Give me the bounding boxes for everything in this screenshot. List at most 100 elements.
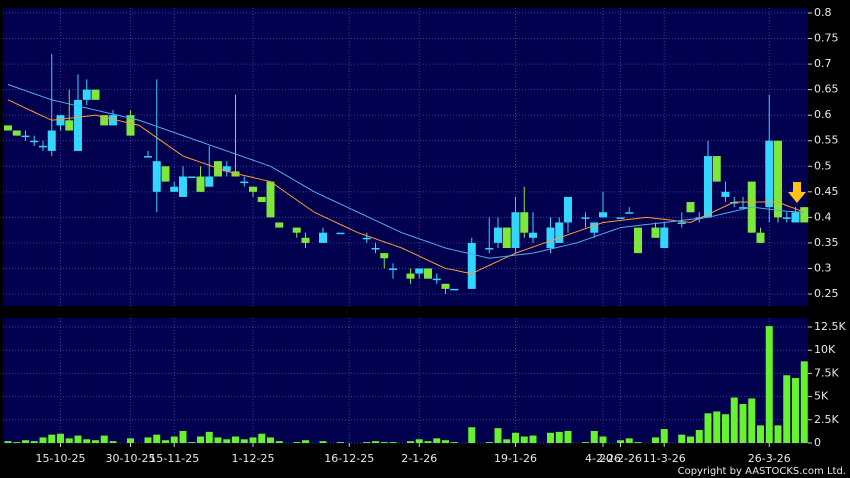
candle-body <box>56 115 65 126</box>
volume-bar <box>188 442 196 443</box>
volume-bar <box>48 434 56 443</box>
volume-bar <box>468 427 476 443</box>
volume-bar <box>564 430 572 443</box>
candle-body <box>712 156 721 182</box>
x-tick-label: 1-12-25 <box>232 452 275 465</box>
candle-body <box>275 222 284 228</box>
y-tick-label: 0.25 <box>814 287 839 300</box>
volume-bar <box>547 432 554 443</box>
volume-bar <box>92 440 99 443</box>
candle-body <box>415 268 424 274</box>
volume-bar <box>730 397 738 443</box>
candle-body <box>144 156 152 158</box>
volume-bar <box>22 440 29 443</box>
y-tick-label: 7.5K <box>814 366 839 379</box>
volume-bar <box>713 411 721 443</box>
candle-body <box>266 181 275 218</box>
volume-bar <box>634 442 642 443</box>
volume-bar <box>520 436 528 443</box>
candle-body <box>511 212 520 249</box>
x-tick-label: 11-3-26 <box>643 452 686 465</box>
candle-body <box>721 191 730 197</box>
candle-body <box>791 212 800 223</box>
y-tick-label: 2.5K <box>814 413 839 426</box>
candle-body <box>179 176 187 197</box>
volume-bar <box>590 430 598 443</box>
y-tick-label: 0.8 <box>814 6 832 19</box>
volume-bar <box>337 442 344 443</box>
volume-bar <box>415 439 423 443</box>
y-tick-label: 0.5 <box>814 159 832 172</box>
y-tick-label: 0.55 <box>814 134 839 147</box>
candle-body <box>774 140 782 218</box>
candle-body <box>625 212 634 214</box>
volume-bar <box>722 414 729 443</box>
volume-bar <box>433 438 441 443</box>
candle-body <box>47 130 56 151</box>
y-tick-label: 0.4 <box>814 210 832 223</box>
y-tick-label: 0.6 <box>814 108 832 121</box>
volume-bar <box>179 430 187 443</box>
volume-bar <box>240 439 248 443</box>
candle-body <box>494 227 502 243</box>
volume-bar <box>57 433 64 443</box>
volume-bar <box>380 442 388 443</box>
candle-body <box>65 120 74 131</box>
volume-bar <box>494 428 502 443</box>
candle-body <box>782 217 791 219</box>
candle-body <box>634 227 642 254</box>
y-tick-label: 12.5K <box>814 320 846 333</box>
volume-bar <box>39 437 47 443</box>
volume-bar <box>407 441 414 443</box>
candle-body <box>100 115 109 126</box>
candle-body <box>800 207 809 223</box>
volume-bar <box>100 435 108 443</box>
candle-body <box>590 222 599 233</box>
candle-body <box>432 278 441 281</box>
candle-body <box>336 232 345 235</box>
volume-bar <box>319 441 327 443</box>
volume-bar <box>442 440 449 443</box>
volume-bar <box>450 442 458 443</box>
candle-body <box>30 140 39 143</box>
copyright: Copyright by AASTOCKS.com Ltd. <box>678 466 846 477</box>
x-tick-label: 26-3-26 <box>748 452 791 465</box>
volume-bar <box>13 442 21 443</box>
candle-body <box>756 232 765 243</box>
volume-panel <box>3 318 808 443</box>
volume-bar <box>170 436 178 443</box>
volume-bar <box>65 438 73 443</box>
candle-body <box>450 288 459 291</box>
candle-body <box>319 232 327 243</box>
candle-body <box>581 217 590 219</box>
candle-body <box>170 186 179 192</box>
x-tick-label: 15-11-25 <box>149 452 199 465</box>
candle-body <box>529 232 537 238</box>
candle-body <box>651 227 660 238</box>
volume-bar <box>424 441 432 443</box>
volume-bar <box>249 437 257 443</box>
volume-bar <box>302 440 309 443</box>
volume-bar <box>757 425 764 443</box>
candle-body <box>196 176 205 192</box>
volume-bar <box>625 438 633 443</box>
candle-body <box>502 227 511 249</box>
candle-body <box>222 166 231 172</box>
volume-bar <box>127 438 134 443</box>
volume-bar <box>275 441 283 443</box>
candle-body <box>380 253 389 259</box>
volume-bar <box>783 375 791 443</box>
volume-bar <box>197 436 204 443</box>
volume-bar <box>485 442 493 443</box>
candle-body <box>362 237 371 240</box>
volume-bar <box>205 431 213 443</box>
candle-body <box>730 202 739 204</box>
candle-body <box>21 135 30 138</box>
x-tick-label: 16-12-25 <box>324 452 374 465</box>
volume-bar <box>695 430 703 443</box>
candle-body <box>406 273 415 279</box>
candle-body <box>301 237 310 243</box>
candle-body <box>546 227 555 249</box>
candle-body <box>249 186 257 192</box>
candle-body <box>467 242 476 289</box>
